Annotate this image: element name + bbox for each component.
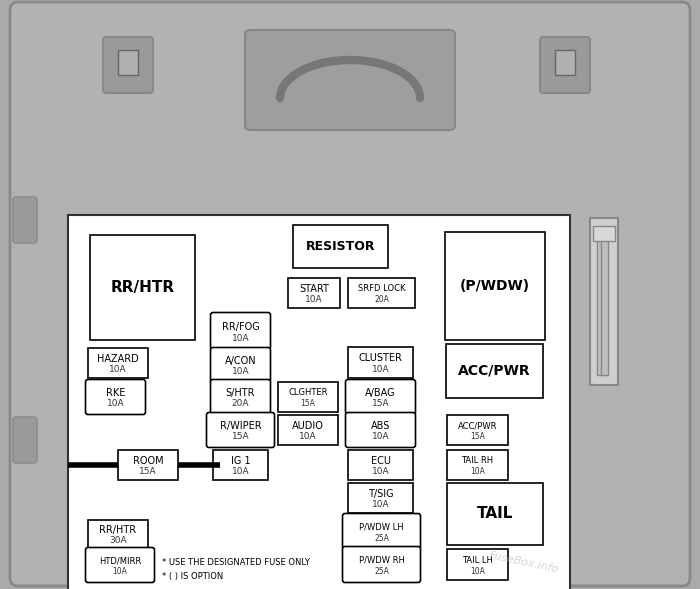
Text: 25A: 25A — [374, 567, 389, 576]
Bar — [597, 228, 604, 375]
Text: FuseBox.info: FuseBox.info — [489, 551, 560, 575]
Text: HAZARD: HAZARD — [97, 354, 139, 364]
Text: RR/HTR: RR/HTR — [99, 525, 136, 535]
Text: TAIL LH: TAIL LH — [462, 555, 493, 565]
Text: 10A: 10A — [109, 365, 127, 374]
Text: S/HTR: S/HTR — [225, 388, 256, 398]
FancyBboxPatch shape — [103, 37, 153, 93]
Text: 20A: 20A — [374, 295, 389, 304]
Text: 20A: 20A — [232, 399, 249, 408]
Text: A/CON: A/CON — [225, 356, 256, 366]
Bar — [445, 232, 545, 340]
Bar — [446, 344, 543, 398]
FancyBboxPatch shape — [211, 379, 270, 415]
Bar — [118, 50, 138, 75]
Bar — [88, 348, 148, 378]
FancyBboxPatch shape — [211, 348, 270, 382]
Text: 15A: 15A — [139, 467, 157, 476]
Text: ROOM: ROOM — [133, 456, 163, 466]
Bar — [447, 549, 508, 580]
Text: 15A: 15A — [470, 432, 485, 441]
Text: 10A: 10A — [470, 567, 485, 576]
Text: (P/WDW): (P/WDW) — [460, 279, 530, 293]
Text: * ( ) IS OPTION: * ( ) IS OPTION — [162, 572, 223, 581]
Text: ACC/PWR: ACC/PWR — [458, 364, 531, 378]
Bar — [118, 450, 178, 480]
Text: RESISTOR: RESISTOR — [306, 240, 375, 253]
Bar — [68, 215, 570, 589]
Text: TAIL RH: TAIL RH — [461, 456, 493, 465]
FancyBboxPatch shape — [10, 2, 690, 586]
Text: 25A: 25A — [374, 534, 389, 543]
FancyBboxPatch shape — [346, 412, 416, 448]
Text: CLGHTER: CLGHTER — [288, 388, 328, 398]
Text: 10A: 10A — [372, 467, 389, 476]
Bar — [348, 278, 415, 308]
Text: 10A: 10A — [372, 365, 389, 374]
Bar — [590, 218, 618, 385]
Text: 10A: 10A — [305, 295, 323, 304]
Bar — [278, 415, 338, 445]
Text: ABS: ABS — [371, 421, 390, 431]
Bar — [278, 382, 338, 412]
Text: HTD/MIRR: HTD/MIRR — [99, 556, 141, 565]
Text: RKE: RKE — [106, 388, 125, 398]
Text: R/WIPER: R/WIPER — [220, 421, 261, 431]
Text: TAIL: TAIL — [477, 507, 513, 521]
Text: ACC/PWR: ACC/PWR — [458, 421, 497, 431]
FancyBboxPatch shape — [342, 547, 421, 583]
Text: P/WDW RH: P/WDW RH — [358, 555, 405, 565]
Bar — [555, 50, 575, 75]
Text: 30A: 30A — [109, 535, 127, 545]
Bar — [447, 483, 543, 545]
FancyBboxPatch shape — [85, 548, 155, 583]
Text: 15A: 15A — [300, 399, 316, 408]
FancyBboxPatch shape — [85, 379, 146, 415]
FancyBboxPatch shape — [13, 197, 37, 243]
Text: 10A: 10A — [372, 432, 389, 441]
FancyBboxPatch shape — [13, 417, 37, 463]
Bar — [447, 450, 508, 480]
Text: * USE THE DESIGNATED FUSE ONLY: * USE THE DESIGNATED FUSE ONLY — [162, 558, 310, 567]
Bar — [348, 483, 413, 513]
FancyBboxPatch shape — [342, 514, 421, 550]
Bar — [601, 228, 608, 375]
Bar — [213, 450, 268, 480]
Bar — [90, 235, 195, 340]
Bar — [88, 520, 148, 548]
FancyBboxPatch shape — [206, 412, 274, 448]
Bar — [293, 225, 388, 268]
Text: 10A: 10A — [372, 500, 389, 509]
FancyBboxPatch shape — [540, 37, 590, 93]
Text: P/WDW LH: P/WDW LH — [359, 522, 404, 532]
Text: AUDIO: AUDIO — [292, 421, 324, 431]
Text: A/BAG: A/BAG — [365, 388, 396, 398]
Text: 10A: 10A — [470, 467, 485, 476]
Text: 10A: 10A — [232, 333, 249, 343]
FancyBboxPatch shape — [211, 313, 270, 349]
FancyBboxPatch shape — [245, 30, 455, 130]
Text: 15A: 15A — [232, 432, 249, 441]
Text: 10A: 10A — [113, 567, 127, 576]
Text: T/SIG: T/SIG — [368, 489, 393, 499]
Text: 10A: 10A — [106, 399, 125, 408]
Bar — [593, 226, 615, 241]
FancyBboxPatch shape — [346, 379, 416, 415]
Text: ECU: ECU — [370, 456, 391, 466]
Text: 10A: 10A — [299, 432, 317, 441]
Text: IG 1: IG 1 — [231, 456, 251, 466]
Bar — [447, 415, 508, 445]
Text: SRFD LOCK: SRFD LOCK — [358, 284, 405, 293]
Bar — [288, 278, 340, 308]
Bar — [348, 450, 413, 480]
Text: RR/FOG: RR/FOG — [222, 322, 260, 332]
Text: START: START — [299, 284, 329, 294]
Bar — [348, 347, 413, 378]
Text: 10A: 10A — [232, 467, 249, 476]
Text: CLUSTER: CLUSTER — [358, 353, 402, 363]
Text: RR/HTR: RR/HTR — [111, 280, 174, 295]
Text: 10A: 10A — [232, 367, 249, 376]
Text: 15A: 15A — [372, 399, 389, 408]
